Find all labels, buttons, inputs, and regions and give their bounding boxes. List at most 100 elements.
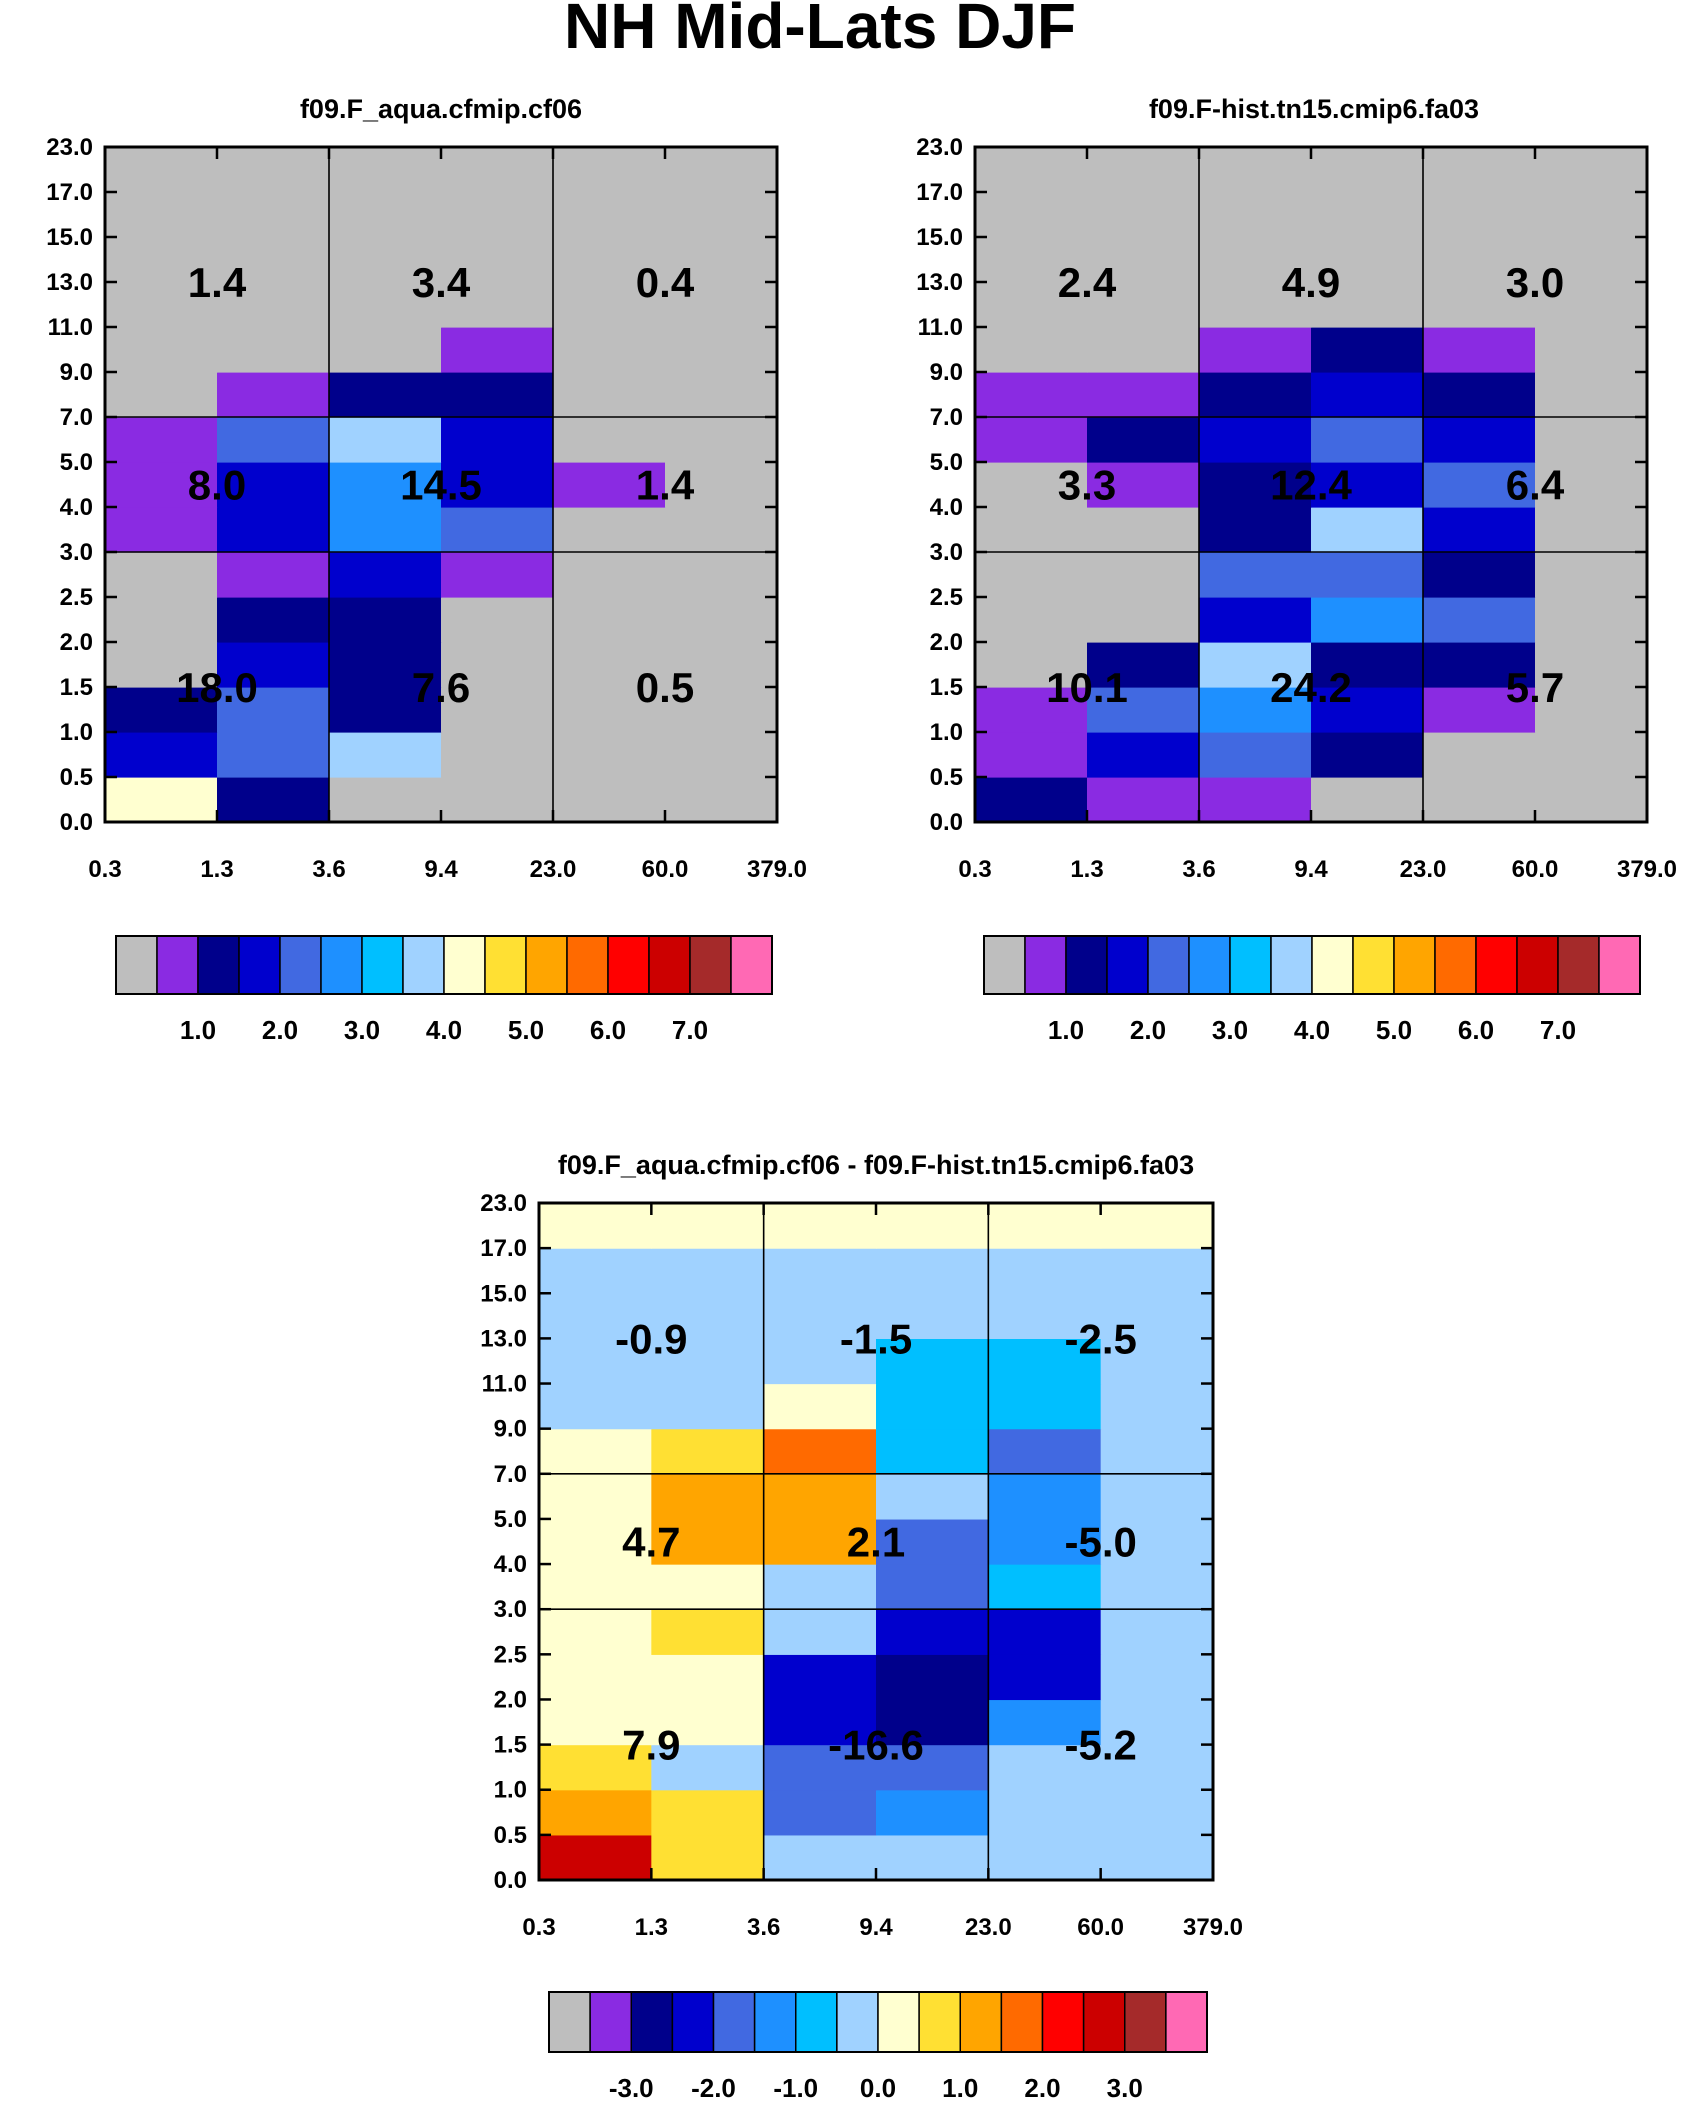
heatmap-cell <box>1100 1203 1214 1249</box>
heatmap-cell <box>1100 1338 1214 1385</box>
y-tick-label: 2.0 <box>494 1686 527 1713</box>
heatmap-cell <box>1087 372 1200 418</box>
heatmap-cell <box>651 1473 765 1520</box>
heatmap-cell <box>763 1203 877 1249</box>
y-tick-label: 3.0 <box>930 539 963 566</box>
colorbar-label: 7.0 <box>672 1015 708 1045</box>
heatmap-cell <box>1199 552 1312 598</box>
y-tick-label: 11.0 <box>48 314 93 341</box>
heatmap-cell <box>329 507 442 553</box>
y-tick-label: 0.0 <box>494 1867 527 1894</box>
colorbar-box <box>525 935 568 995</box>
heatmap-cell <box>988 1609 1102 1655</box>
heatmap-cell <box>539 1383 652 1430</box>
region-value: 6.4 <box>1506 462 1565 509</box>
region-value: 2.1 <box>847 1519 905 1566</box>
heatmap-cell <box>329 462 442 508</box>
colorbar-box <box>689 935 732 995</box>
heatmap-cell <box>1423 552 1536 598</box>
heatmap-cell <box>651 1609 765 1655</box>
heatmap-cell <box>876 1564 989 1610</box>
x-tick-label: 379.0 <box>747 856 807 883</box>
x-tick-label: 3.6 <box>312 856 345 883</box>
x-tick-label: 3.6 <box>747 1914 780 1941</box>
colorbar-label: 7.0 <box>1540 1015 1576 1045</box>
heatmap-cell <box>105 417 218 463</box>
heatmap-cell <box>1100 1564 1214 1610</box>
heatmap-cell <box>1423 417 1536 463</box>
heatmap-cell <box>1311 507 1424 553</box>
panel-title: f09.F-hist.tn15.cmip6.fa03 <box>1149 94 1479 124</box>
y-tick-label: 7.0 <box>494 1461 527 1488</box>
y-tick-label: 1.0 <box>930 719 963 746</box>
x-tick-label: 9.4 <box>424 856 458 883</box>
heatmap-cell <box>217 372 330 418</box>
heatmap-cell <box>1087 192 1200 238</box>
colorbar-label: 2.0 <box>1024 2073 1060 2103</box>
heatmap-cell <box>1100 1654 1214 1701</box>
heatmap-cell <box>1087 687 1200 733</box>
heatmap-cell <box>1423 597 1536 643</box>
heatmap-cell <box>988 1383 1102 1430</box>
colorbar-frame <box>115 935 773 995</box>
region-value: 3.4 <box>412 259 471 306</box>
heatmap-cell <box>441 192 554 238</box>
heatmap-cell <box>651 1699 765 1746</box>
heatmap-cell <box>441 147 554 193</box>
colorbar-box <box>1393 935 1436 995</box>
heatmap-cell <box>763 1654 877 1701</box>
heatmap-cell <box>1087 327 1200 373</box>
heatmap-cell <box>1311 327 1424 373</box>
heatmap-cells <box>105 147 778 823</box>
heatmap-cell <box>651 1428 765 1475</box>
panel-hist: f09.F-hist.tn15.cmip6.fa03 0.0 0.5 1.0 1.5 2… <box>916 94 1677 1045</box>
heatmap-cell <box>975 147 1088 193</box>
heatmap-cell <box>1535 282 1648 328</box>
colorbar-box <box>877 1991 920 2053</box>
colorbar-label: 6.0 <box>590 1015 626 1045</box>
heatmap-cell <box>975 777 1088 823</box>
heatmap-cell <box>1535 372 1648 418</box>
heatmap-cell <box>1199 732 1312 778</box>
x-tick-label: 60.0 <box>1512 856 1559 883</box>
heatmap-cell <box>1535 552 1648 598</box>
y-tick-label: 9.0 <box>494 1416 527 1443</box>
heatmap-cell <box>105 552 218 598</box>
heatmap-cell <box>329 282 442 328</box>
colorbar-label: 1.0 <box>180 1015 216 1045</box>
heatmap-cell <box>665 282 778 328</box>
heatmap-cell <box>763 1338 877 1385</box>
y-tick-label: 17.0 <box>480 1235 527 1262</box>
heatmap-cell <box>329 327 442 373</box>
heatmap-cell <box>1199 777 1312 823</box>
y-tick-label: 1.5 <box>60 674 93 701</box>
heatmap-cell <box>329 147 442 193</box>
heatmap-cell <box>441 462 554 508</box>
colorbar-box <box>238 935 281 995</box>
heatmap-cell <box>1199 507 1312 553</box>
x-tick-label: 0.3 <box>522 1914 555 1941</box>
heatmap-cell <box>1423 687 1536 733</box>
heatmap-cell <box>1535 147 1648 193</box>
heatmap-cell <box>1535 417 1648 463</box>
region-value: 3.0 <box>1506 259 1564 306</box>
colorbar-label: 2.0 <box>1130 1015 1166 1045</box>
heatmap-cell <box>1199 687 1312 733</box>
heatmap-cell <box>1311 777 1424 823</box>
heatmap-cell <box>539 1834 652 1881</box>
colorbar-label: 3.0 <box>1107 2073 1143 2103</box>
colorbar-box <box>402 935 445 995</box>
heatmap-cell <box>441 417 554 463</box>
heatmap-cell <box>975 732 1088 778</box>
heatmap-cell <box>651 1789 765 1836</box>
colorbar-label: 5.0 <box>508 1015 544 1045</box>
heatmap-cell <box>665 642 778 688</box>
heatmap-cell <box>441 642 554 688</box>
heatmap-cell <box>441 372 554 418</box>
heatmap-cell <box>105 462 218 508</box>
heatmap-cell <box>876 1789 989 1836</box>
x-tick-label: 1.3 <box>635 1914 668 1941</box>
heatmap-cell <box>1199 642 1312 688</box>
x-tick-label: 0.3 <box>958 856 991 883</box>
colorbar-box <box>1106 935 1149 995</box>
